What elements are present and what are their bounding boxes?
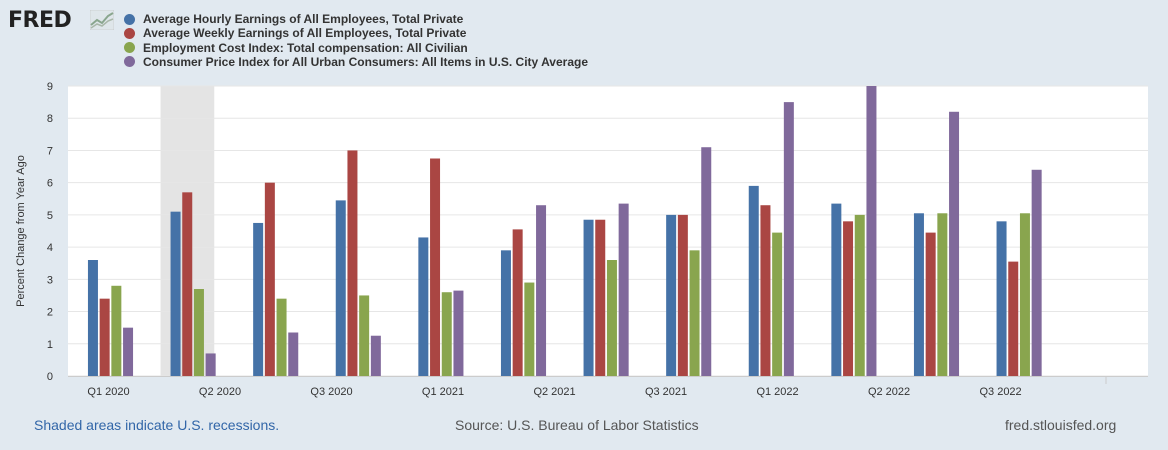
legend-item-hourly-earnings[interactable]: Average Hourly Earnings of All Employees… (124, 12, 588, 26)
y-tick-label: 6 (47, 178, 53, 190)
legend-item-employment-cost-index[interactable]: Employment Cost Index: Total compensatio… (124, 41, 588, 55)
bar[interactable] (1008, 261, 1019, 376)
bar[interactable] (205, 353, 216, 376)
x-tick-label: Q1 2020 (87, 386, 129, 398)
bar[interactable] (595, 219, 606, 376)
bar[interactable] (123, 327, 134, 376)
x-tick-label: Q2 2022 (868, 386, 910, 398)
y-tick-label: 5 (47, 210, 53, 222)
bar[interactable] (854, 214, 865, 376)
bar[interactable] (418, 237, 429, 376)
y-tick-label: 2 (47, 307, 53, 319)
y-tick-label: 4 (47, 242, 53, 254)
bar[interactable] (937, 213, 948, 376)
legend-item-cpi[interactable]: Consumer Price Index for All Urban Consu… (124, 55, 588, 69)
fred-chart-icon (90, 10, 114, 30)
legend-marker (124, 56, 135, 68)
legend-item-weekly-earnings[interactable]: Average Weekly Earnings of All Employees… (124, 26, 588, 40)
fred-logo-text: FRED (8, 8, 72, 33)
source-note: Source: U.S. Bureau of Labor Statistics (455, 417, 699, 433)
bar[interactable] (524, 282, 535, 376)
bar[interactable] (111, 285, 122, 376)
x-tick-label: Q1 2021 (422, 386, 464, 398)
y-tick-label: 1 (47, 339, 53, 351)
bar[interactable] (193, 289, 204, 376)
bar[interactable] (359, 295, 370, 376)
bar[interactable] (500, 250, 511, 376)
bar[interactable] (996, 221, 1007, 376)
bar[interactable] (949, 111, 960, 377)
bar[interactable] (441, 292, 452, 376)
bar[interactable] (583, 219, 594, 376)
bar[interactable] (831, 203, 842, 376)
recession-note: Shaded areas indicate U.S. recessions. (34, 417, 280, 433)
bar[interactable] (335, 200, 346, 376)
bar[interactable] (760, 205, 771, 376)
legend-marker (124, 42, 135, 54)
y-tick-label: 8 (47, 113, 53, 125)
fred-logo[interactable]: FRED (8, 8, 72, 33)
legend-marker (124, 13, 135, 25)
legend: Average Hourly Earnings of All Employees… (124, 12, 588, 69)
bar[interactable] (536, 205, 547, 376)
bar[interactable] (288, 332, 299, 377)
bar[interactable] (99, 298, 110, 376)
legend-marker (124, 27, 135, 39)
x-tick-label: Q3 2022 (979, 386, 1021, 398)
bar[interactable] (1019, 213, 1030, 376)
legend-label: Employment Cost Index: Total compensatio… (143, 40, 468, 55)
legend-label: Consumer Price Index for All Urban Consu… (143, 54, 588, 69)
y-tick-label: 3 (47, 274, 53, 286)
bar[interactable] (913, 213, 924, 376)
x-tick-label: Q1 2022 (756, 386, 798, 398)
bar[interactable] (606, 260, 617, 376)
legend-label: Average Hourly Earnings of All Employees… (143, 12, 464, 26)
bar[interactable] (87, 260, 98, 376)
legend-label: Average Weekly Earnings of All Employees… (143, 26, 467, 41)
bar[interactable] (1031, 169, 1042, 376)
x-tick-label: Q2 2020 (199, 386, 241, 398)
bar[interactable] (748, 185, 759, 376)
bar[interactable] (843, 221, 854, 376)
x-tick-label: Q3 2020 (310, 386, 352, 398)
bar[interactable] (701, 147, 712, 376)
y-axis-label: Percent Change from Year Ago (15, 155, 27, 307)
y-tick-label: 0 (47, 371, 53, 383)
bar[interactable] (182, 192, 193, 376)
bar[interactable] (347, 150, 358, 376)
bar[interactable] (370, 335, 381, 376)
bar[interactable] (253, 222, 264, 376)
bar[interactable] (866, 86, 877, 376)
bar[interactable] (618, 203, 629, 376)
bar[interactable] (276, 298, 287, 376)
x-tick-label: Q3 2021 (645, 386, 687, 398)
bar[interactable] (783, 102, 794, 376)
site-link[interactable]: fred.stlouisfed.org (1005, 417, 1117, 433)
bar[interactable] (925, 232, 936, 376)
bar[interactable] (689, 250, 700, 376)
y-tick-label: 7 (47, 145, 53, 157)
bar[interactable] (170, 211, 181, 376)
bar[interactable] (666, 214, 677, 376)
x-tick-label: Q2 2021 (533, 386, 575, 398)
bar[interactable] (453, 290, 464, 376)
bar[interactable] (430, 158, 441, 377)
y-tick-label: 9 (47, 81, 53, 93)
bar[interactable] (512, 229, 523, 376)
bar[interactable] (772, 232, 783, 376)
bar[interactable] (677, 214, 688, 376)
bar[interactable] (264, 182, 275, 376)
